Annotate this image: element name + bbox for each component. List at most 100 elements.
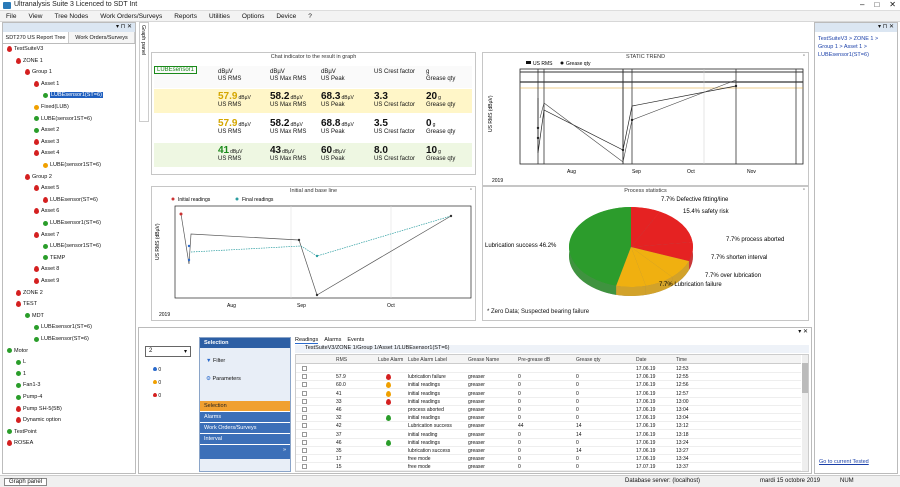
row-checkbox[interactable] <box>302 398 307 404</box>
table-row[interactable]: 17 free mode greaser 0 0 17.06.19 13:34 <box>296 455 801 464</box>
tree-node[interactable]: 1 <box>16 371 26 377</box>
table-row[interactable]: 41 initial readings greaser 0 0 17.06.19 12:57 <box>296 390 801 398</box>
tab-work-orders[interactable]: Work Orders/Surveys <box>69 32 135 43</box>
path-line-2[interactable]: Group 1 > Asset 1 > <box>818 44 867 50</box>
filter-item[interactable]: ▼ Filter <box>206 352 284 370</box>
tree-node[interactable]: LUBEsensor1(ST=6) <box>34 324 92 330</box>
column-header[interactable]: RMS <box>336 357 348 363</box>
nav-interval[interactable]: Interval <box>200 434 290 445</box>
tree-node[interactable]: LUBEsensor(ST=6) <box>43 196 98 203</box>
table-row[interactable]: 42 Lubrication success greaser 44 14 17.06.19… <box>296 422 801 431</box>
tab-events[interactable]: Events <box>347 337 365 343</box>
menu-view[interactable]: View <box>28 12 43 20</box>
tab-report-tree[interactable]: SDT270 US Report Tree <box>3 32 69 43</box>
maximize-button[interactable]: □ <box>874 0 880 9</box>
panel-close-icon[interactable]: ▫ <box>802 53 805 59</box>
column-header[interactable]: Grease qty <box>576 357 601 363</box>
nav-selection[interactable]: Selection <box>200 401 290 412</box>
table-row[interactable]: 17.06.19 12:53 <box>296 365 801 373</box>
column-header[interactable]: Date <box>636 357 647 363</box>
tree-node[interactable]: TEST <box>16 301 37 308</box>
nav-work-orders[interactable]: Work Orders/Surveys <box>200 423 290 434</box>
pin-icon[interactable]: ▾ ✕ <box>798 329 808 335</box>
tree-node[interactable]: LUBE(sensor1ST=6) <box>43 243 101 249</box>
nav-alarms[interactable]: Alarms <box>200 412 290 423</box>
table-row[interactable]: 57.9 lubrication failure greaser 0 0 17.06.19… <box>296 373 801 382</box>
tree-node[interactable]: LUBEsensor1(ST=6) <box>43 220 101 226</box>
tree-node[interactable]: L <box>16 359 26 365</box>
tree-node[interactable]: Fan1-3 <box>16 382 40 388</box>
tree-node[interactable]: Asset 4 <box>34 150 59 157</box>
table-row[interactable]: 33 initial readings greaser 0 0 17.06.19 13:00 <box>296 398 801 406</box>
tree-node[interactable]: Asset 7 <box>34 231 59 238</box>
path-line-1[interactable]: TestSuiteV3 > ZONE 1 > <box>818 36 879 42</box>
tree-node[interactable]: Pump-4 <box>16 394 42 400</box>
tab-alarms[interactable]: Alarms <box>324 337 342 343</box>
tree-node[interactable]: Asset 5 <box>34 185 59 192</box>
counter-select[interactable]: 2 ▾ <box>145 346 191 357</box>
tree-node[interactable]: Asset 9 <box>34 278 59 284</box>
indicator-row[interactable]: 41dBµV US RMS 43dBµV US Max RMS 60dBµV US Pea… <box>154 143 472 167</box>
tree-node[interactable]: Fixed(LUB) <box>34 104 69 110</box>
selected-sensor-label[interactable]: LUBEsensor1 <box>154 66 198 74</box>
path-line-3[interactable]: LUBEsensor1(ST=6) <box>818 52 869 58</box>
row-checkbox[interactable] <box>302 423 307 429</box>
table-row[interactable]: 15 free mode greaser 0 0 17.07.19 13:37 <box>296 463 801 472</box>
menu-work-orders[interactable]: Work Orders/Surveys <box>100 12 163 20</box>
column-header[interactable]: Time <box>676 357 687 363</box>
indicator-row[interactable]: 57.9dBµV US RMS 58.2dBµV US Max RMS 68.3dBµV… <box>154 89 472 113</box>
row-checkbox[interactable] <box>302 464 307 470</box>
row-checkbox[interactable] <box>302 382 307 388</box>
menu-options[interactable]: Options <box>241 12 265 20</box>
pin-icon[interactable]: ▾ ⊓ ✕ <box>877 24 894 30</box>
tree-node[interactable]: LUBE(sensor1ST=6) <box>43 162 101 168</box>
table-row[interactable]: 32 initial readings greaser 0 0 17.06.19 13:04 <box>296 414 801 423</box>
parameters-item[interactable]: ⚙ Parameters <box>206 370 284 388</box>
table-row[interactable]: 60.0 initial readings greaser 0 0 17.06.19 12:… <box>296 381 801 390</box>
tree-node[interactable]: Pump SH-5(5B) <box>16 405 62 412</box>
tree-node[interactable]: ZONE 2 <box>16 289 43 296</box>
pin-icon[interactable]: ▾ ⊓ ✕ <box>115 24 132 30</box>
grid-scrollbar[interactable] <box>802 355 808 471</box>
menu-utilities[interactable]: Utilities <box>208 12 230 20</box>
tree-node[interactable]: TEMP <box>43 255 65 261</box>
tree-node[interactable]: Motor <box>7 348 28 354</box>
row-checkbox[interactable] <box>302 431 307 437</box>
indicator-row[interactable]: 57.9dBµV US RMS 58.2dBµV US Max RMS 68.8dBµV… <box>154 116 472 140</box>
tree-node[interactable]: ZONE 1 <box>16 57 43 64</box>
tree-node[interactable]: TestPoint <box>7 429 37 435</box>
menu-file[interactable]: File <box>6 12 17 20</box>
tree-node[interactable]: Asset 2 <box>34 127 59 133</box>
nav-expand[interactable]: » <box>200 445 290 459</box>
column-header[interactable]: Lube Alarm <box>378 357 404 363</box>
table-row[interactable]: 46 process aborted greaser 0 0 17.06.19 13:04 <box>296 406 801 414</box>
row-checkbox[interactable] <box>302 448 307 453</box>
row-checkbox[interactable] <box>302 390 307 396</box>
close-button[interactable]: ✕ <box>889 0 896 9</box>
tree-node[interactable]: ROSEA <box>7 440 33 447</box>
row-checkbox[interactable] <box>302 439 307 445</box>
tree-node[interactable]: LUBEsensor(ST=6) <box>34 336 89 342</box>
tree-node[interactable]: LUBEsensor1(ST=6) <box>43 92 103 99</box>
graph-panel-side-tab[interactable]: Graph panel <box>139 22 149 122</box>
column-header[interactable]: Grease Name <box>468 357 500 363</box>
column-header[interactable]: Lube Alarm Label <box>408 357 447 363</box>
tree-node[interactable]: Asset 6 <box>34 208 59 215</box>
menu-tree-nodes[interactable]: Tree Nodes <box>54 12 89 20</box>
row-checkbox[interactable] <box>302 366 307 371</box>
tab-readings[interactable]: Readings <box>295 337 319 344</box>
row-checkbox[interactable] <box>302 415 307 421</box>
tree-node[interactable]: Asset 3 <box>34 138 59 145</box>
table-row[interactable]: 46 initial readings greaser 0 0 17.06.19 13:24 <box>296 439 801 447</box>
menu-device[interactable]: Device <box>276 12 297 20</box>
status-graph-panel[interactable]: Graph panel <box>4 478 48 486</box>
minimize-button[interactable]: – <box>860 0 865 9</box>
table-row[interactable]: 37 initial reading greaser 0 14 17.06.19 13:18 <box>296 431 801 439</box>
tree-node[interactable]: MDT <box>25 313 44 319</box>
tree-node[interactable]: Group 1 <box>25 69 52 76</box>
column-header[interactable]: Pre-grease dB <box>518 357 551 363</box>
tree-node[interactable]: Asset 1 <box>34 80 59 87</box>
menu-help[interactable]: ? <box>308 12 312 20</box>
row-checkbox[interactable] <box>302 456 307 462</box>
tree-node[interactable]: LUBE(sensor1ST=6) <box>34 116 92 122</box>
